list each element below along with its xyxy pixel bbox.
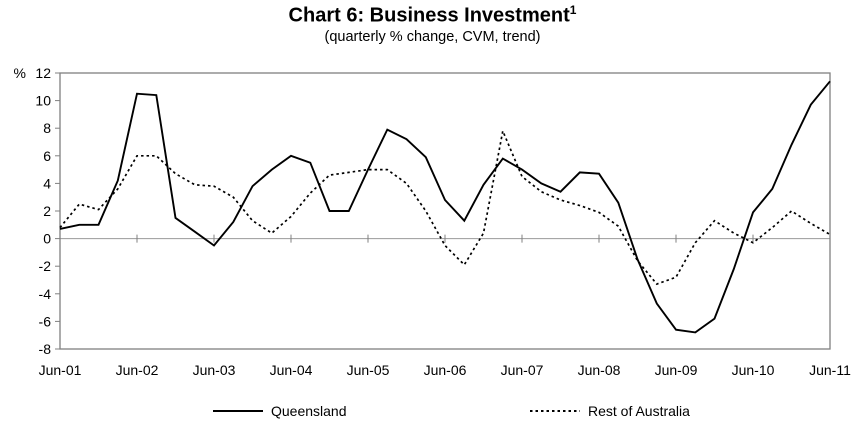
plot-frame <box>59 72 831 350</box>
x-axis-label: Jun-02 <box>116 362 159 378</box>
queensland-line <box>59 80 831 334</box>
legend-item-queensland: Queensland <box>213 403 347 419</box>
y-axis-label: -6 <box>39 313 52 329</box>
x-axis-label: Jun-05 <box>347 362 390 378</box>
x-axis-label: Jun-06 <box>424 362 467 378</box>
y-axis-unit-label: % <box>14 65 26 81</box>
legend-label-rest-of-australia: Rest of Australia <box>588 403 690 419</box>
x-axis-label: Jun-01 <box>39 362 82 378</box>
x-axis-label: Jun-09 <box>655 362 698 378</box>
legend-label-queensland: Queensland <box>271 403 347 419</box>
y-axis-label: 2 <box>43 203 51 219</box>
rest-of-australia-line <box>59 128 831 286</box>
y-axis-label: 4 <box>43 175 51 191</box>
chart-title-text: Chart 6: Business Investment <box>288 4 570 27</box>
y-axis-label: 8 <box>43 120 51 136</box>
chart-title-footnote-marker: 1 <box>569 3 577 17</box>
y-axis-label: -2 <box>39 258 52 274</box>
y-axis-label: 6 <box>43 148 51 164</box>
queensland-line-sample <box>213 410 263 412</box>
x-axis-label: Jun-11 <box>809 362 851 378</box>
chart-title: Chart 6: Business Investment1 <box>0 3 865 28</box>
x-axis-label: Jun-08 <box>578 362 621 378</box>
chart-subtitle: (quarterly % change, CVM, trend) <box>324 29 541 45</box>
y-axis-label: -8 <box>39 341 52 357</box>
y-axis-label: 10 <box>35 93 51 109</box>
y-axis-label: -4 <box>39 286 52 302</box>
y-axis-label: 12 <box>35 65 51 81</box>
legend-item-rest-of-australia: Rest of Australia <box>530 403 690 419</box>
x-axis-label: Jun-10 <box>732 362 775 378</box>
rest-of-australia-line-sample <box>530 410 580 412</box>
y-axis-label: 0 <box>43 231 51 247</box>
x-axis-label: Jun-07 <box>501 362 544 378</box>
x-axis-label: Jun-04 <box>270 362 313 378</box>
x-axis-label: Jun-03 <box>193 362 236 378</box>
